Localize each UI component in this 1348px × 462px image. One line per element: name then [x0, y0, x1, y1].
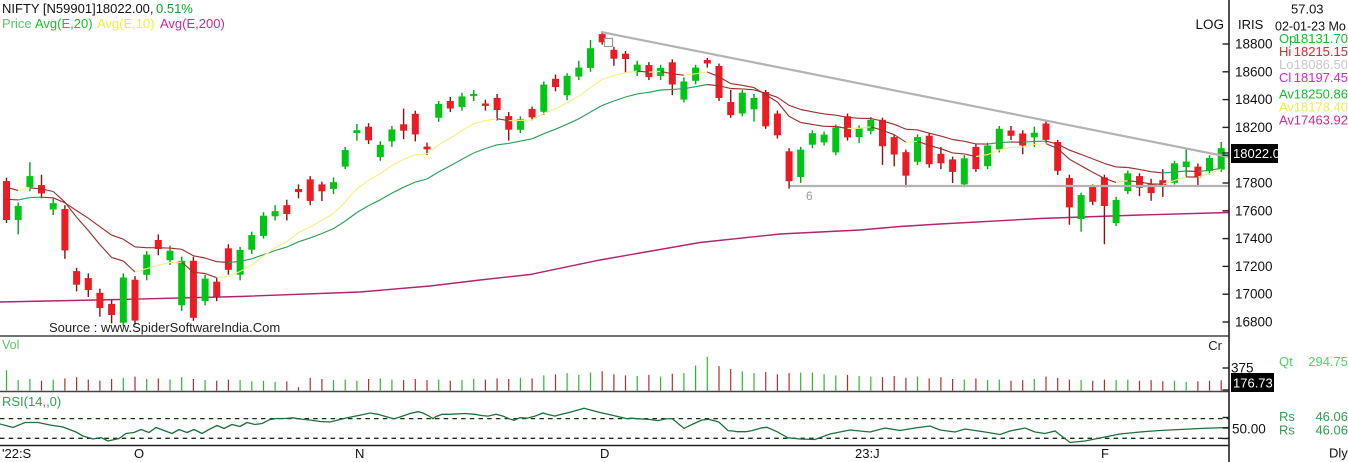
svg-text:Avg(E,20): Avg(E,20): [35, 16, 93, 31]
svg-text:Op: Op: [1279, 31, 1296, 46]
svg-text:375: 375: [1231, 361, 1254, 376]
svg-text:O: O: [134, 446, 144, 461]
svg-text:6: 6: [806, 189, 813, 203]
svg-text:D: D: [600, 446, 609, 461]
svg-text:0.51%: 0.51%: [156, 1, 193, 16]
svg-text:IRIS: IRIS: [1238, 17, 1264, 32]
svg-text:LOG: LOG: [1195, 17, 1224, 32]
svg-text:16800: 16800: [1235, 315, 1273, 330]
svg-text:Source : www.SpiderSoftwareInd: Source : www.SpiderSoftwareIndia.Com: [49, 320, 280, 335]
svg-text:NIFTY [N59901]18022.00,: NIFTY [N59901]18022.00,: [2, 1, 154, 16]
svg-text:02-01-23 Mo: 02-01-23 Mo: [1275, 20, 1346, 34]
svg-text:57.03: 57.03: [1291, 2, 1324, 17]
svg-text:Price: Price: [2, 16, 32, 31]
svg-text:50.00: 50.00: [1232, 422, 1266, 437]
svg-text:Cr: Cr: [1208, 338, 1222, 353]
svg-text:Vol: Vol: [2, 338, 19, 352]
svg-text:Qt: Qt: [1279, 354, 1293, 369]
svg-text:Avg(E,10): Avg(E,10): [97, 16, 155, 31]
svg-text:Av: Av: [1279, 100, 1294, 115]
svg-text:Rs: Rs: [1279, 409, 1295, 424]
svg-text:Av: Av: [1279, 87, 1294, 102]
svg-text:17200: 17200: [1235, 259, 1273, 274]
svg-text:46.06: 46.06: [1315, 423, 1348, 438]
svg-text:Rs: Rs: [1279, 423, 1295, 438]
svg-text:18250.86: 18250.86: [1294, 87, 1348, 102]
svg-text:18086.50: 18086.50: [1294, 57, 1348, 72]
svg-text:294.75: 294.75: [1308, 354, 1348, 369]
svg-text:46.06: 46.06: [1315, 409, 1348, 424]
svg-text:18215.15: 18215.15: [1294, 44, 1348, 59]
svg-text:176.73: 176.73: [1233, 376, 1273, 391]
svg-text:23:J: 23:J: [855, 446, 880, 461]
svg-text:17463.92: 17463.92: [1294, 113, 1348, 128]
svg-text:Lo: Lo: [1279, 57, 1293, 72]
svg-text:Cl: Cl: [1279, 70, 1291, 85]
svg-text:18800: 18800: [1235, 37, 1273, 52]
svg-text:Hi: Hi: [1279, 44, 1291, 59]
svg-text:17600: 17600: [1235, 203, 1273, 218]
svg-text:18600: 18600: [1235, 64, 1273, 79]
svg-text:18197.45: 18197.45: [1294, 70, 1348, 85]
svg-text:F: F: [1101, 446, 1109, 461]
svg-text:17800: 17800: [1235, 176, 1273, 191]
svg-text:RSI(14,,0): RSI(14,,0): [2, 394, 61, 409]
svg-text:18178.40: 18178.40: [1294, 100, 1348, 115]
svg-text:17400: 17400: [1235, 231, 1273, 246]
svg-text:Dly: Dly: [1329, 446, 1348, 461]
svg-text:Avg(E,200): Avg(E,200): [160, 16, 225, 31]
svg-text:17000: 17000: [1235, 287, 1273, 302]
svg-text:Av: Av: [1279, 113, 1294, 128]
svg-text:18022.0: 18022.0: [1233, 146, 1280, 161]
svg-text:18131.70: 18131.70: [1294, 31, 1348, 46]
svg-text:N: N: [355, 446, 364, 461]
svg-text:'22:S: '22:S: [2, 446, 32, 461]
svg-text:18400: 18400: [1235, 92, 1273, 107]
svg-text:18200: 18200: [1235, 120, 1273, 135]
